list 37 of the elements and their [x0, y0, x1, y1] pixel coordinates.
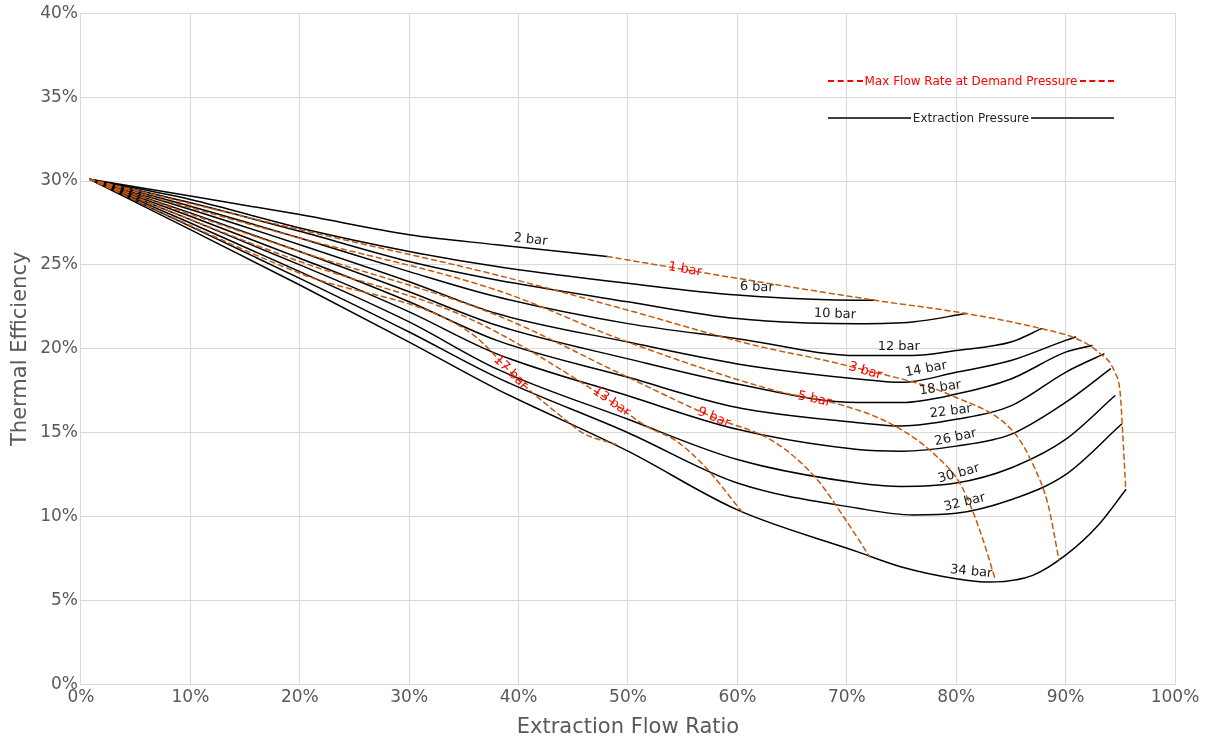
y-tick-label: 10%: [40, 505, 78, 526]
y-tick-label: 15%: [40, 421, 78, 442]
x-tick-label: 90%: [1046, 686, 1085, 707]
x-tick-label: 50%: [609, 686, 647, 707]
x-tick-label: 30%: [390, 686, 429, 707]
text: 30 bar: [936, 459, 982, 486]
y-axis-title: Thermal Efficiency: [7, 251, 32, 447]
x-tick-label: 10%: [171, 686, 210, 707]
text: 34 bar: [949, 560, 994, 581]
text: 3 bar: [847, 357, 885, 382]
text: 9 bar: [695, 403, 734, 431]
text: 13 bar: [590, 382, 635, 420]
x-tick-label: 80%: [937, 686, 976, 707]
x-tick-label: 100%: [1150, 686, 1200, 707]
x-tick-label: 70%: [827, 686, 866, 707]
series-label: 10 bar: [813, 304, 858, 322]
y-tick-label: 20%: [40, 337, 78, 358]
x-axis-title: Extraction Flow Ratio: [516, 713, 740, 738]
y-tick-label: 30%: [40, 169, 78, 190]
text: 26 bar: [933, 424, 979, 449]
text: 22 bar: [928, 400, 974, 421]
series-label: 12 bar: [877, 338, 921, 354]
text: 1 bar: [667, 258, 704, 279]
y-tick-label: 5%: [51, 588, 78, 609]
text: 5 bar: [796, 387, 834, 410]
text: 2 bar: [512, 229, 549, 249]
text: 32 bar: [942, 488, 988, 514]
y-tick-label: 35%: [40, 85, 78, 106]
x-tick-label: 40%: [499, 686, 538, 707]
x-tick-label: 60%: [718, 686, 757, 707]
annotation: Max Flow Rate at Demand Pressure: [863, 74, 1079, 88]
y-tick-label: 40%: [40, 1, 78, 22]
y-tick-label: 25%: [40, 253, 78, 274]
x-tick-label: 20%: [280, 686, 319, 707]
series-label: 6 bar: [739, 278, 775, 295]
text: 17 bar: [491, 351, 533, 393]
annotation: Extraction Pressure: [911, 111, 1031, 125]
